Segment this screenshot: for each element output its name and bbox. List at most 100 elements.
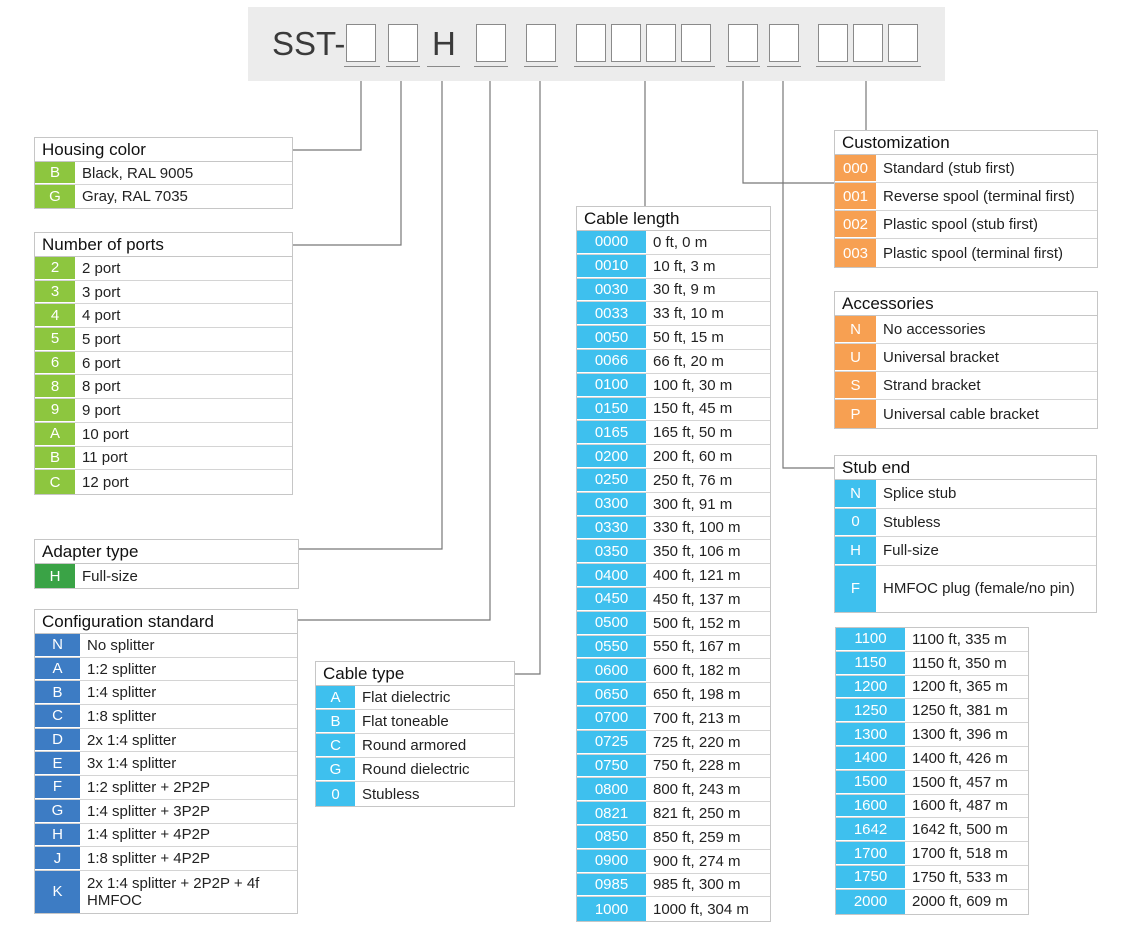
table-row: H Full-size xyxy=(835,537,1096,566)
option-code: 5 xyxy=(35,328,75,351)
table-row: 0066 66 ft, 20 m xyxy=(577,349,770,374)
number-of-ports-title: Number of ports xyxy=(35,233,292,257)
stub-end-table: Stub end N Splice stub 0 Stubless H Full-size F… xyxy=(834,455,1097,613)
option-description: Flat dielectric xyxy=(362,689,451,706)
option-description: Stubless xyxy=(883,513,941,531)
table-row: C Round armored xyxy=(316,734,514,758)
option-code: 0250 xyxy=(577,468,646,492)
option-description: 6 port xyxy=(82,354,121,372)
table-row: G Gray, RAL 7035 xyxy=(35,185,292,208)
option-description: Plastic spool (stub first) xyxy=(883,216,1039,233)
option-description: 1600 ft, 487 m xyxy=(912,797,1008,815)
table-row: 6 6 port xyxy=(35,351,292,376)
table-row: 0165 165 ft, 50 m xyxy=(577,421,770,446)
option-code: 001 xyxy=(835,183,876,210)
option-description: 150 ft, 45 m xyxy=(653,400,733,418)
option-description: 12 port xyxy=(82,473,129,491)
option-description: 66 ft, 20 m xyxy=(653,352,724,370)
option-description: 165 ft, 50 m xyxy=(653,424,733,442)
option-description: 8 port xyxy=(82,378,121,396)
number-of-ports-table: Number of ports 2 2 port 3 3 port 4 4 port 5 5 p… xyxy=(34,232,293,495)
option-description: 5 port xyxy=(82,330,121,348)
option-description: 330 ft, 100 m xyxy=(653,519,741,537)
option-description: 30 ft, 9 m xyxy=(653,281,716,299)
accessories-table: Accessories N No accessories U Universal bra… xyxy=(834,291,1098,429)
option-code: 0900 xyxy=(577,849,646,873)
cable-length-extended-table: 1100 1100 ft, 335 m 1150 1150 ft, 350 m 1200… xyxy=(835,627,1029,915)
slot-underline xyxy=(474,66,508,67)
table-row: A Flat dielectric xyxy=(316,686,514,710)
table-row: 1100 1100 ft, 335 m xyxy=(836,628,1028,652)
table-row: S Strand bracket xyxy=(835,372,1097,400)
option-code: 3 xyxy=(35,280,75,304)
option-description: 4 port xyxy=(82,307,121,325)
option-description: 600 ft, 182 m xyxy=(653,662,741,680)
table-row: 5 5 port xyxy=(35,328,292,352)
option-code: C xyxy=(316,734,355,757)
option-code: 0550 xyxy=(577,635,646,659)
option-code: 1100 xyxy=(836,628,905,651)
option-code: 0450 xyxy=(577,587,646,611)
table-row: 0 Stubless xyxy=(316,782,514,806)
option-description: 900 ft, 274 m xyxy=(653,852,741,870)
option-description: Flat toneable xyxy=(362,713,449,730)
option-code: B xyxy=(35,446,75,470)
option-code: 1200 xyxy=(836,675,905,699)
option-description: 300 ft, 91 m xyxy=(653,495,733,513)
table-row: 3 3 port xyxy=(35,280,292,305)
option-description: 350 ft, 106 m xyxy=(653,543,741,561)
table-row: 1150 1150 ft, 350 m xyxy=(836,651,1028,676)
table-row: 0550 550 ft, 167 m xyxy=(577,635,770,660)
option-code: C xyxy=(35,705,80,728)
part-number-slot-cable-length-1 xyxy=(576,24,606,62)
table-row: G Round dielectric xyxy=(316,758,514,782)
configuration-standard-table: Configuration standard N No splitter A 1:2 s… xyxy=(34,609,298,914)
option-description: Universal bracket xyxy=(883,349,999,366)
option-description: Full-size xyxy=(82,567,138,585)
table-row: A 1:2 splitter xyxy=(35,657,297,682)
option-description: 1200 ft, 365 m xyxy=(912,678,1008,696)
table-row: H Full-size xyxy=(35,564,298,588)
table-row: D 2x 1:4 splitter xyxy=(35,728,297,753)
adapter-type-table: Adapter type H Full-size xyxy=(34,539,299,589)
option-code: P xyxy=(835,400,876,428)
table-row: E 3x 1:4 splitter xyxy=(35,752,297,777)
option-code: 0165 xyxy=(577,421,646,445)
option-code: N xyxy=(35,634,80,657)
option-description: 1700 ft, 518 m xyxy=(912,845,1008,863)
option-code: 1300 xyxy=(836,723,905,746)
option-description: 10 ft, 3 m xyxy=(653,257,716,275)
table-row: C 12 port xyxy=(35,470,292,494)
option-code: 1250 xyxy=(836,699,905,723)
table-row: 0600 600 ft, 182 m xyxy=(577,659,770,684)
option-description: 400 ft, 121 m xyxy=(653,567,741,585)
option-code: N xyxy=(835,480,876,508)
option-description: Black, RAL 9005 xyxy=(82,164,194,182)
connector-cable-type xyxy=(515,66,541,675)
option-description: Full-size xyxy=(883,542,939,560)
option-description: 1250 ft, 381 m xyxy=(912,702,1008,720)
part-number-slot-number-of-ports xyxy=(388,24,418,62)
table-row: 1400 1400 ft, 426 m xyxy=(836,746,1028,771)
table-row: 1000 1000 ft, 304 m xyxy=(577,897,770,922)
option-code: 003 xyxy=(835,239,876,267)
part-number-slot-cable-length-2 xyxy=(611,24,641,62)
option-code: 0330 xyxy=(577,516,646,540)
option-description: No splitter xyxy=(87,636,155,654)
option-description: 985 ft, 300 m xyxy=(653,876,741,894)
table-row: J 1:8 splitter + 4P2P xyxy=(35,847,297,871)
option-code: 0100 xyxy=(577,373,646,397)
table-row: 1250 1250 ft, 381 m xyxy=(836,699,1028,724)
option-code: A xyxy=(35,657,80,681)
table-row: 000 Standard (stub first) xyxy=(835,155,1097,183)
option-description: 50 ft, 15 m xyxy=(653,329,724,347)
option-description: 1100 ft, 335 m xyxy=(912,630,1007,648)
table-row: 0400 400 ft, 121 m xyxy=(577,564,770,588)
table-row: B 1:4 splitter xyxy=(35,681,297,706)
option-description: Universal cable bracket xyxy=(883,405,1039,423)
option-code: 1400 xyxy=(836,746,905,770)
option-description: 1:2 splitter + 2P2P xyxy=(87,778,210,796)
option-code: 0033 xyxy=(577,302,646,326)
part-number-slot-configuration xyxy=(476,24,506,62)
table-row: U Universal bracket xyxy=(835,344,1097,372)
